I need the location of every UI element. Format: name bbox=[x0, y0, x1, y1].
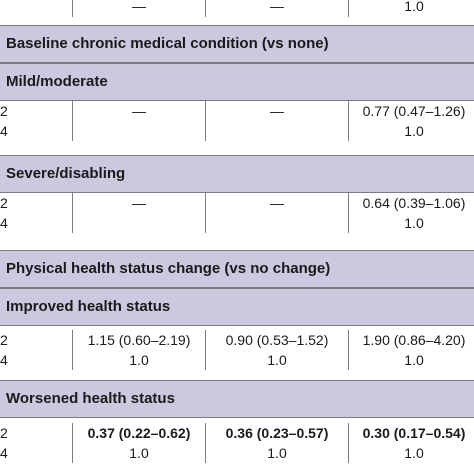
cell: 1.0 bbox=[404, 445, 424, 461]
cell bbox=[73, 121, 205, 141]
section-header: Baseline chronic medical condition (vs n… bbox=[0, 25, 474, 63]
table-row: 2 — — 0.64 (0.39–1.06) 4 1.0 bbox=[0, 193, 474, 233]
table-row: 2 — — 0.77 (0.47–1.26) 4 1.0 bbox=[0, 101, 474, 141]
cell: — bbox=[132, 195, 146, 211]
row-label: 4 bbox=[0, 215, 8, 231]
cell: — bbox=[132, 103, 146, 119]
cell: — bbox=[132, 0, 146, 14]
row-label: 2 bbox=[0, 332, 8, 348]
cell: 1.0 bbox=[404, 0, 424, 14]
section-header: Improved health status bbox=[0, 288, 474, 326]
table-row: — — 1.0 bbox=[0, 0, 474, 17]
cell: 0.64 (0.39–1.06) bbox=[362, 195, 466, 211]
section-header: Physical health status change (vs no cha… bbox=[0, 250, 474, 288]
cell bbox=[73, 213, 205, 233]
table-row: 2 1.15 (0.60–2.19) 0.90 (0.53–1.52) 1.90… bbox=[0, 330, 474, 370]
cell: 0.36 (0.23–0.57) bbox=[225, 425, 329, 441]
cell: 1.0 bbox=[267, 445, 287, 461]
cell: 0.90 (0.53–1.52) bbox=[225, 332, 329, 348]
row-label: 4 bbox=[0, 123, 8, 139]
row-label: 4 bbox=[0, 445, 8, 461]
cell: 1.0 bbox=[404, 123, 424, 139]
section-header: Severe/disabling bbox=[0, 155, 474, 193]
cell: 0.30 (0.17–0.54) bbox=[362, 425, 466, 441]
section-header: Mild/moderate bbox=[0, 63, 474, 101]
row-label: 2 bbox=[0, 195, 8, 211]
cell: 0.77 (0.47–1.26) bbox=[362, 103, 466, 119]
cell: 1.0 bbox=[129, 352, 149, 368]
row-label: 2 bbox=[0, 425, 8, 441]
cell: 1.0 bbox=[404, 352, 424, 368]
cell: — bbox=[270, 195, 284, 211]
cell: 1.15 (0.60–2.19) bbox=[87, 332, 191, 348]
cell: — bbox=[270, 0, 284, 14]
cell: 1.0 bbox=[129, 445, 149, 461]
cell bbox=[206, 213, 348, 233]
row-label: 4 bbox=[0, 352, 8, 368]
table-row: 2 0.37 (0.22–0.62) 0.36 (0.23–0.57) 0.30… bbox=[0, 423, 474, 463]
cell: 1.0 bbox=[267, 352, 287, 368]
cell: — bbox=[270, 103, 284, 119]
section-header: Worsened health status bbox=[0, 380, 474, 418]
cell: 1.90 (0.86–4.20) bbox=[362, 332, 466, 348]
cell bbox=[206, 121, 348, 141]
row-label: 2 bbox=[0, 103, 8, 119]
cell: 0.37 (0.22–0.62) bbox=[87, 425, 191, 441]
cell: 1.0 bbox=[404, 215, 424, 231]
